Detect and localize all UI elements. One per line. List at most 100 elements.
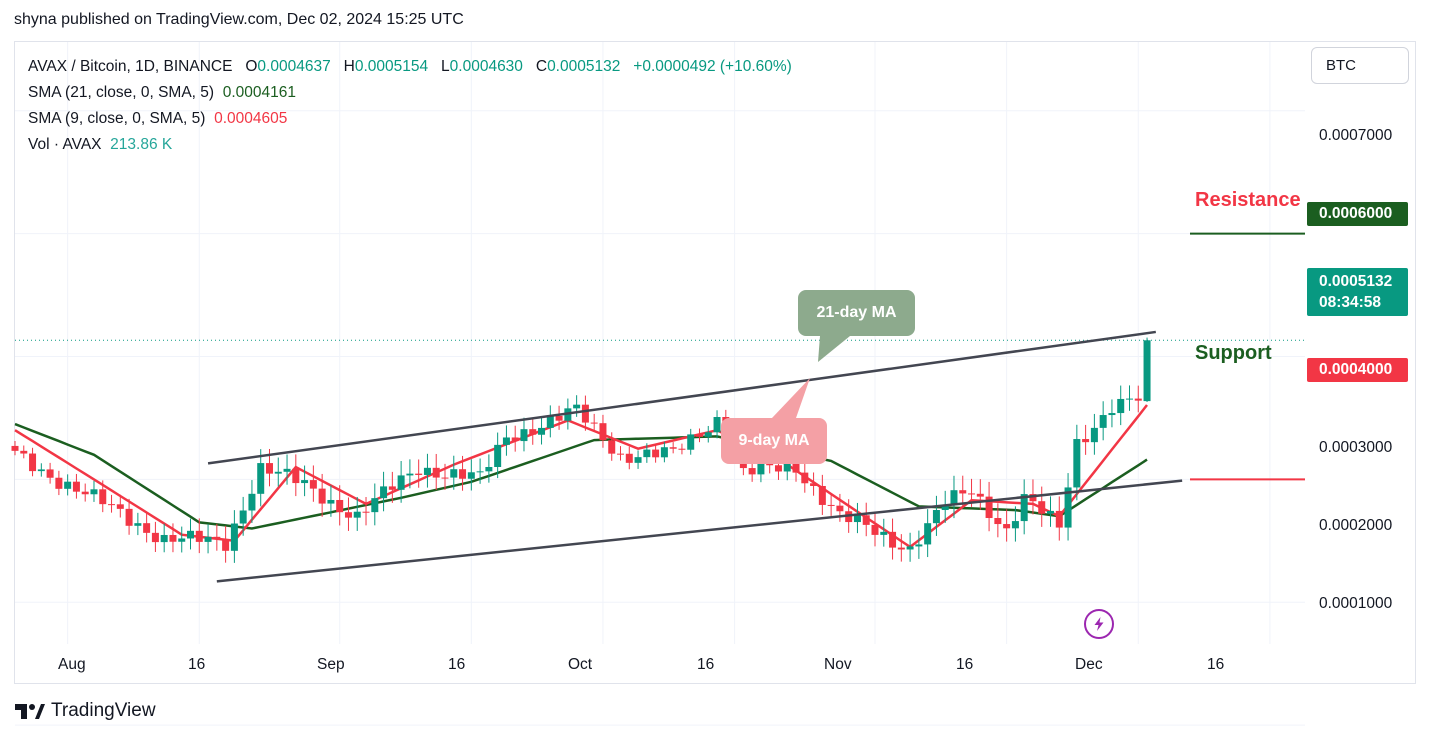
candle-body (204, 536, 212, 542)
candle-body (1143, 340, 1151, 402)
time-axis-label: Oct (568, 656, 593, 673)
candle-body (257, 463, 265, 494)
candle-body (643, 449, 651, 458)
legend-sma21-label: SMA (21, close, 0, SMA, 5) (28, 84, 215, 101)
time-axis-label: 16 (188, 656, 206, 673)
candle-body (309, 480, 317, 489)
candle-body (380, 486, 388, 499)
candle-body (573, 404, 581, 409)
candle-body (1055, 510, 1063, 528)
bar-countdown: 08:34:58 (1319, 294, 1382, 311)
legend-sma9-value: 0.0004605 (214, 110, 288, 127)
sma21-line (14, 422, 1148, 530)
candle-body (90, 489, 98, 495)
legend-volume-row[interactable]: Vol · AVAX 213.86 K (28, 132, 792, 158)
candle-body (941, 505, 949, 511)
candle-body (546, 415, 554, 428)
time-axis-label: 16 (697, 656, 715, 673)
candle-body (397, 475, 405, 490)
candle-body (1038, 501, 1046, 514)
candle-body (81, 491, 89, 495)
candle-body (116, 504, 124, 509)
candle-body (283, 468, 291, 472)
time-axis-label: Sep (317, 656, 345, 673)
lightning-icon[interactable] (1084, 609, 1114, 639)
support-price-tag: 0.0004000 (1307, 358, 1408, 382)
candle-body (274, 471, 282, 474)
legend-open-value: 0.0004637 (257, 58, 331, 75)
price-axis-label: 0.0002000 (1319, 517, 1393, 534)
legend-sma21-value: 0.0004161 (222, 84, 296, 101)
candle-body (994, 518, 1002, 525)
candle-body (520, 429, 528, 442)
time-axis-label: 16 (1207, 656, 1225, 673)
resistance-label[interactable]: Resistance (1195, 189, 1301, 211)
footer-brand[interactable]: TradingView (51, 700, 156, 721)
time-axis-label: Aug (58, 656, 86, 673)
candle-body (143, 523, 151, 533)
candle-body (1003, 524, 1011, 529)
candle-body (388, 486, 396, 490)
legend-close-value: 0.0005132 (547, 58, 621, 75)
candle-body (748, 468, 756, 475)
ma9-callout[interactable]: 9-day MA (721, 418, 827, 464)
currency-button[interactable]: BTC (1311, 47, 1409, 84)
legend-sma9-row[interactable]: SMA (9, close, 0, SMA, 5) 0.0004605 (28, 106, 792, 132)
candle-body (608, 440, 616, 454)
candle-body (590, 422, 598, 424)
candle-body (406, 473, 414, 476)
candle-body (1082, 439, 1090, 443)
candle-body (195, 530, 203, 542)
candle-body (827, 504, 835, 506)
publish-header: shyna published on TradingView.com, Dec … (14, 11, 464, 28)
candle-body (774, 465, 782, 472)
candle-body (1108, 413, 1116, 416)
candle-body (151, 532, 159, 543)
ma21-callout[interactable]: 21-day MA (798, 290, 915, 336)
support-label[interactable]: Support (1195, 342, 1272, 364)
candle-body (538, 427, 546, 435)
legend-high-value: 0.0005154 (354, 58, 429, 75)
candle-body (897, 547, 905, 550)
legend-volume-value: 213.86 K (110, 136, 173, 153)
candle-body (108, 504, 116, 506)
candle-body (99, 489, 107, 505)
candle-body (134, 523, 142, 526)
legend-sma21-row[interactable]: SMA (21, close, 0, SMA, 5) 0.0004161 (28, 80, 792, 106)
last-price-tag: 0.0005132 08:34:58 (1307, 268, 1408, 316)
candle-body (1099, 415, 1107, 428)
candle-body (880, 531, 888, 535)
candle-body (494, 444, 502, 467)
ma9-callout-pointer (772, 378, 810, 418)
candle-body (55, 477, 63, 489)
chart-legend: AVAX / Bitcoin, 1D, BINANCE O0.0004637 H… (28, 54, 792, 158)
candle-body (459, 469, 467, 479)
price-axis-label: 0.0007000 (1319, 127, 1393, 144)
candle-body (292, 468, 300, 484)
candle-body (485, 466, 493, 472)
tradingview-logo-icon[interactable] (15, 702, 45, 720)
candle-body (792, 462, 800, 473)
sma9-line (14, 404, 1148, 549)
candle-body (985, 496, 993, 519)
candle-body (371, 498, 379, 513)
legend-symbol[interactable]: AVAX / Bitcoin, 1D, BINANCE (28, 58, 233, 75)
candle-body (581, 404, 589, 423)
ma21-callout-pointer (818, 336, 850, 362)
candle-body (222, 539, 230, 551)
candle-body (318, 488, 326, 504)
candle-body (344, 512, 352, 518)
candle-body (625, 453, 633, 463)
candle-body (450, 469, 458, 478)
candle-body (187, 530, 195, 539)
resistance-price-tag: 0.0006000 (1307, 202, 1408, 226)
candle-body (695, 434, 703, 437)
candle-body (441, 477, 449, 479)
candle-body (757, 462, 765, 475)
lower-trendline (216, 479, 1183, 583)
candle-body (1125, 398, 1133, 400)
candle-body (29, 453, 37, 472)
candle-body (248, 493, 256, 511)
candle-body (1011, 521, 1019, 529)
